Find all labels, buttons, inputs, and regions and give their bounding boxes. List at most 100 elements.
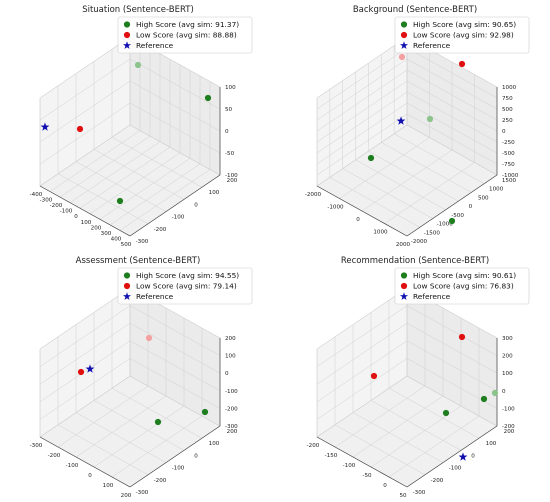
legend-label: Reference [413,41,451,50]
y-axis-line [406,174,498,237]
gridline [329,177,420,228]
gridline [39,102,131,165]
gridline [334,424,426,476]
y-tick-label: -200 [154,227,167,233]
y-tick-label: 0 [194,202,198,208]
legend-label: Reference [136,41,174,50]
reference-star [396,116,406,125]
gridline [370,405,462,468]
x-tick-label: 400 [111,236,122,242]
gridline [316,305,408,367]
y-tick-label: -300 [136,239,149,245]
y-axis-line [406,425,498,488]
gridline [316,91,408,154]
x-tick-label: -150 [325,453,338,459]
gridline [69,141,161,203]
x-tick-label: -200 [307,443,320,449]
x-tick-label: -100 [343,463,356,469]
gridline [316,102,408,165]
y-tick-label: 200 [227,429,238,435]
gridline [129,322,221,374]
gridline [381,142,472,193]
gridline [129,375,221,427]
gridline [339,137,430,199]
legend-label: Reference [136,292,174,301]
gridline [406,58,498,110]
reference-star [85,364,95,373]
gridline [316,375,408,438]
gridline [406,305,498,356]
gridline [406,340,498,392]
gridline [39,287,131,350]
z-tick-label: 50 [225,107,233,113]
y-tick-label: 0 [469,204,473,210]
z-tick-label: 200 [502,354,513,360]
z-tick-label: 0 [502,389,506,395]
x-tick-label: 500 [121,242,132,248]
gridline [406,124,498,176]
gridline [49,130,141,192]
high-score-point [491,389,499,397]
low-score-point [370,372,378,380]
low-score-point [458,60,466,68]
high-score-point [204,94,212,102]
gridline [39,322,131,385]
legend-label: High Score (avg sim: 91.37) [136,20,239,29]
legend-circle-marker [400,31,408,39]
legend-circle-marker [400,282,408,290]
high-score-point [367,154,375,162]
y-tick-label: 1500 [502,178,517,184]
gridline [59,135,151,198]
gridline [352,412,444,463]
x-tick-label: -50 [362,473,372,479]
low-score-point [145,334,153,342]
x-tick-label: 100 [81,220,92,226]
low-score-point [77,368,85,376]
y-tick-label: 0 [194,453,198,459]
y-tick-label: 200 [227,178,238,184]
low-score-point [458,333,466,341]
x-tick-label: -300 [40,198,53,204]
z-tick-label: -1000 [502,173,519,179]
gridline [93,400,185,451]
y-tick-label: 200 [504,429,515,435]
gridline [316,322,408,385]
subplot-title: Assessment (Sentence-BERT) [76,256,201,266]
reference-star [40,122,50,131]
gridline [129,58,221,110]
gridline [406,69,498,121]
x-tick-label: -200 [50,203,63,209]
z-tick-label: -100 [502,406,515,412]
y-tick-label: -200 [431,478,444,484]
legend: High Score (avg sim: 90.65) Low Score (av… [394,16,530,54]
gridline [334,385,426,448]
x-axis-line [316,185,408,237]
gridline [316,80,408,143]
gridline [39,305,131,367]
y-tick-label: -1500 [424,230,441,236]
x-tick-label: 2000 [396,242,411,248]
legend-circle-marker [123,21,131,28]
x-tick-label: -2000 [305,192,322,198]
gridline [89,152,181,214]
gridline [316,69,408,132]
gridline [406,102,498,154]
legend-label: Low Score (avg sim: 79.14) [136,282,237,291]
x-tick-label: -100 [60,209,73,215]
y-tick-label: -2000 [411,239,428,245]
low-score-point [76,125,84,133]
z-tick-label: -200 [502,424,515,430]
legend-circle-marker [400,272,408,279]
legend-star-marker [123,41,131,49]
z-tick-label: 0 [225,371,229,377]
gridline [75,161,167,212]
gridline [406,91,498,143]
z-tick-label: 200 [225,336,236,342]
gridline [370,400,462,451]
y-tick-label: -1000 [437,222,454,228]
z-tick-label: 100 [225,354,236,360]
high-score-point [134,61,142,69]
